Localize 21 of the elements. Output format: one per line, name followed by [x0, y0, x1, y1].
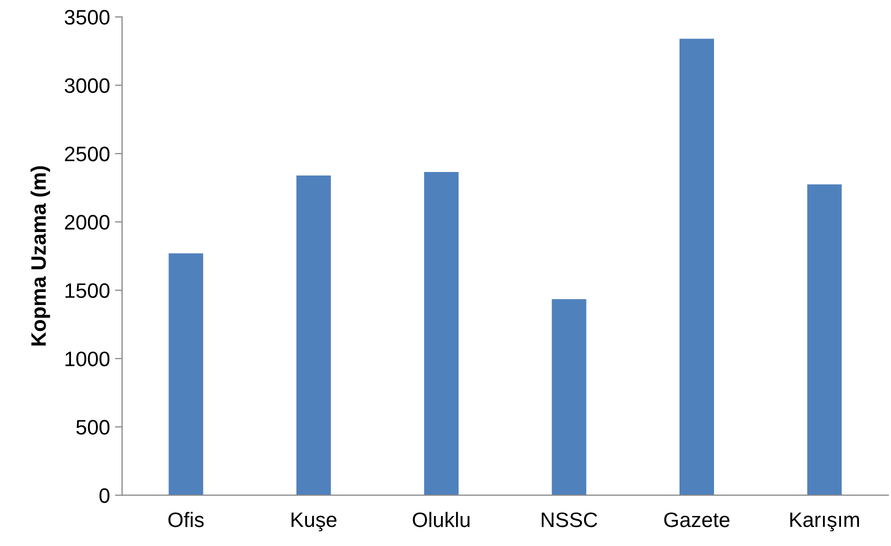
y-axis-title: Kopma Uzama (m) [30, 166, 50, 346]
y-tick-label: 1500 [66, 283, 110, 298]
x-tick-label: NSSC [542, 512, 598, 528]
y-tick-label: 1000 [66, 352, 110, 366]
x-tick-label: Oluklu [412, 512, 470, 528]
y-tick-label: 3000 [64, 78, 110, 94]
x-tick-label: Karışım [790, 512, 859, 532]
y-tick-label: 3500 [64, 10, 110, 25]
x-tick-label: Gazete [664, 512, 730, 528]
bar [296, 175, 331, 496]
y-tick-label: 500 [76, 420, 110, 435]
x-tick-label: Kuşe [292, 512, 336, 532]
x-tick-label: Ofis [168, 512, 204, 528]
bar [807, 184, 842, 496]
bar [424, 172, 459, 496]
y-tick-label: 0 [99, 488, 110, 503]
y-tick-label: 2000 [64, 214, 110, 230]
bar [552, 299, 586, 496]
bar [168, 253, 204, 496]
bar [680, 38, 714, 496]
y-tick-label: 2500 [64, 146, 110, 162]
